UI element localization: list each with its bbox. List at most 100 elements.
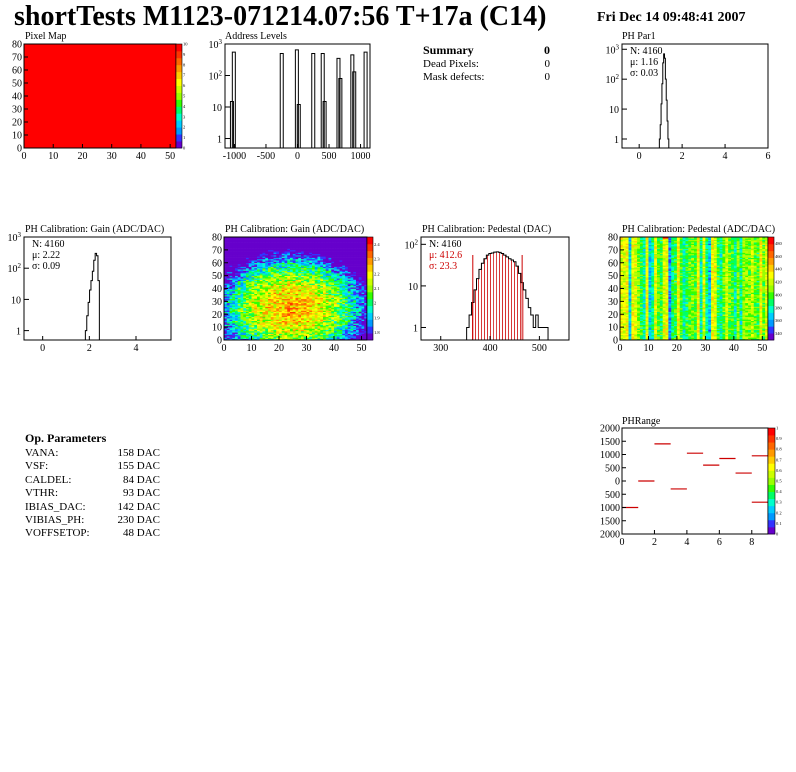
heatmap-cell bbox=[622, 311, 626, 314]
heatmap-cell bbox=[309, 280, 313, 283]
heatmap-cell bbox=[303, 261, 307, 264]
heatmap-cell bbox=[364, 297, 368, 300]
heatmap-cell bbox=[232, 243, 236, 246]
heatmap-cell bbox=[625, 258, 629, 261]
heatmap-cell bbox=[353, 312, 357, 315]
x-tick-label: 0 bbox=[40, 343, 45, 354]
heatmap-cell bbox=[331, 320, 335, 323]
y-tick-label: 103 bbox=[209, 38, 223, 51]
heatmap-cell bbox=[361, 279, 365, 282]
heatmap-cell bbox=[628, 279, 632, 282]
heatmap-cell bbox=[290, 311, 294, 314]
heatmap-cell bbox=[298, 312, 302, 315]
heatmap-cell bbox=[303, 243, 307, 246]
heatmap-cell bbox=[320, 333, 324, 336]
heatmap-cell bbox=[298, 282, 302, 284]
heatmap-cell bbox=[336, 280, 340, 283]
heatmap-cell bbox=[314, 251, 318, 253]
heatmap-cell bbox=[364, 287, 368, 289]
heatmap-cell bbox=[273, 305, 277, 307]
heatmap-cell bbox=[325, 329, 329, 332]
heatmap-cell bbox=[336, 302, 340, 305]
heatmap-cell bbox=[356, 294, 360, 297]
stats-rms: σ: 23.3 bbox=[429, 261, 457, 272]
heatmap-cell bbox=[262, 243, 266, 246]
heatmap-cell bbox=[628, 320, 632, 323]
heatmap-cell bbox=[226, 289, 230, 292]
heatmap-cell bbox=[334, 309, 338, 311]
heatmap-cell bbox=[292, 330, 296, 333]
heatmap-cell bbox=[328, 300, 332, 302]
heatmap-cell bbox=[328, 305, 332, 307]
heatmap-cell bbox=[320, 285, 324, 288]
heatmap-cell bbox=[254, 280, 258, 283]
heatmap-cell bbox=[224, 246, 228, 248]
heatmap-cell bbox=[328, 293, 332, 296]
heatmap-cell bbox=[345, 285, 349, 288]
heatmap-cell bbox=[268, 265, 272, 267]
heatmap-cell bbox=[628, 309, 632, 311]
palette-cell bbox=[367, 288, 373, 293]
heatmap-cell bbox=[334, 283, 338, 285]
heatmap-cell bbox=[262, 282, 266, 284]
heatmap-cell bbox=[229, 258, 233, 261]
heatmap-cell bbox=[246, 291, 250, 293]
heatmap-cell bbox=[631, 307, 635, 310]
heatmap-cell bbox=[243, 305, 247, 307]
heatmap-cell bbox=[631, 261, 635, 264]
heatmap-cell bbox=[622, 300, 626, 302]
heatmap-cell bbox=[295, 270, 299, 273]
heatmap-cell bbox=[276, 319, 280, 321]
heatmap-cell bbox=[254, 334, 258, 337]
heatmap-cell bbox=[248, 269, 252, 271]
heatmap-cell bbox=[265, 266, 269, 269]
heatmap-cell bbox=[262, 314, 266, 316]
plot-title: PH Calibration: Gain (ADC/DAC) bbox=[225, 224, 364, 235]
heatmap-cell bbox=[262, 258, 266, 261]
heatmap-cell bbox=[342, 270, 346, 273]
heatmap-cell bbox=[361, 319, 365, 321]
heatmap-cell bbox=[358, 237, 362, 239]
heatmap-cell bbox=[334, 239, 338, 242]
histogram-bar bbox=[496, 251, 499, 340]
heatmap-cell bbox=[306, 305, 310, 307]
heatmap-cell bbox=[306, 251, 310, 253]
heatmap-cell bbox=[320, 266, 324, 269]
heatmap-cell bbox=[232, 260, 236, 262]
heatmap-cell bbox=[257, 275, 261, 278]
heatmap-cell bbox=[323, 289, 327, 292]
heatmap-cell bbox=[331, 265, 335, 267]
heatmap-cell bbox=[328, 278, 332, 280]
heatmap-cell bbox=[262, 298, 266, 301]
heatmap-cell bbox=[295, 316, 299, 319]
heatmap-cell bbox=[273, 332, 277, 334]
heatmap-cell bbox=[622, 325, 626, 328]
heatmap-cell bbox=[620, 264, 624, 266]
heatmap-cell bbox=[364, 301, 368, 303]
heatmap-cell bbox=[622, 294, 626, 297]
heatmap-cell bbox=[361, 324, 365, 327]
heatmap-cell bbox=[235, 275, 239, 278]
heatmap-cell bbox=[254, 246, 258, 248]
heatmap-cell bbox=[229, 246, 233, 248]
heatmap-cell bbox=[336, 270, 340, 273]
heatmap-cell bbox=[257, 256, 261, 258]
heatmap-cell bbox=[620, 296, 624, 298]
heatmap-cell bbox=[336, 267, 340, 270]
heatmap-cell bbox=[229, 332, 233, 334]
heatmap-cell bbox=[295, 320, 299, 323]
heatmap-cell bbox=[251, 247, 255, 249]
heatmap-cell bbox=[622, 323, 626, 325]
heatmap-cell bbox=[345, 318, 349, 320]
heatmap-cell bbox=[345, 310, 349, 312]
heatmap-cell bbox=[345, 332, 349, 334]
heatmap-cell bbox=[287, 288, 291, 291]
heatmap-cell bbox=[284, 243, 288, 246]
heatmap-cell bbox=[301, 312, 305, 315]
heatmap-cell bbox=[229, 321, 233, 324]
heatmap-cell bbox=[281, 332, 285, 334]
heatmap-cell bbox=[334, 324, 338, 327]
heatmap-cell bbox=[270, 310, 274, 312]
palette-cell bbox=[176, 44, 182, 48]
